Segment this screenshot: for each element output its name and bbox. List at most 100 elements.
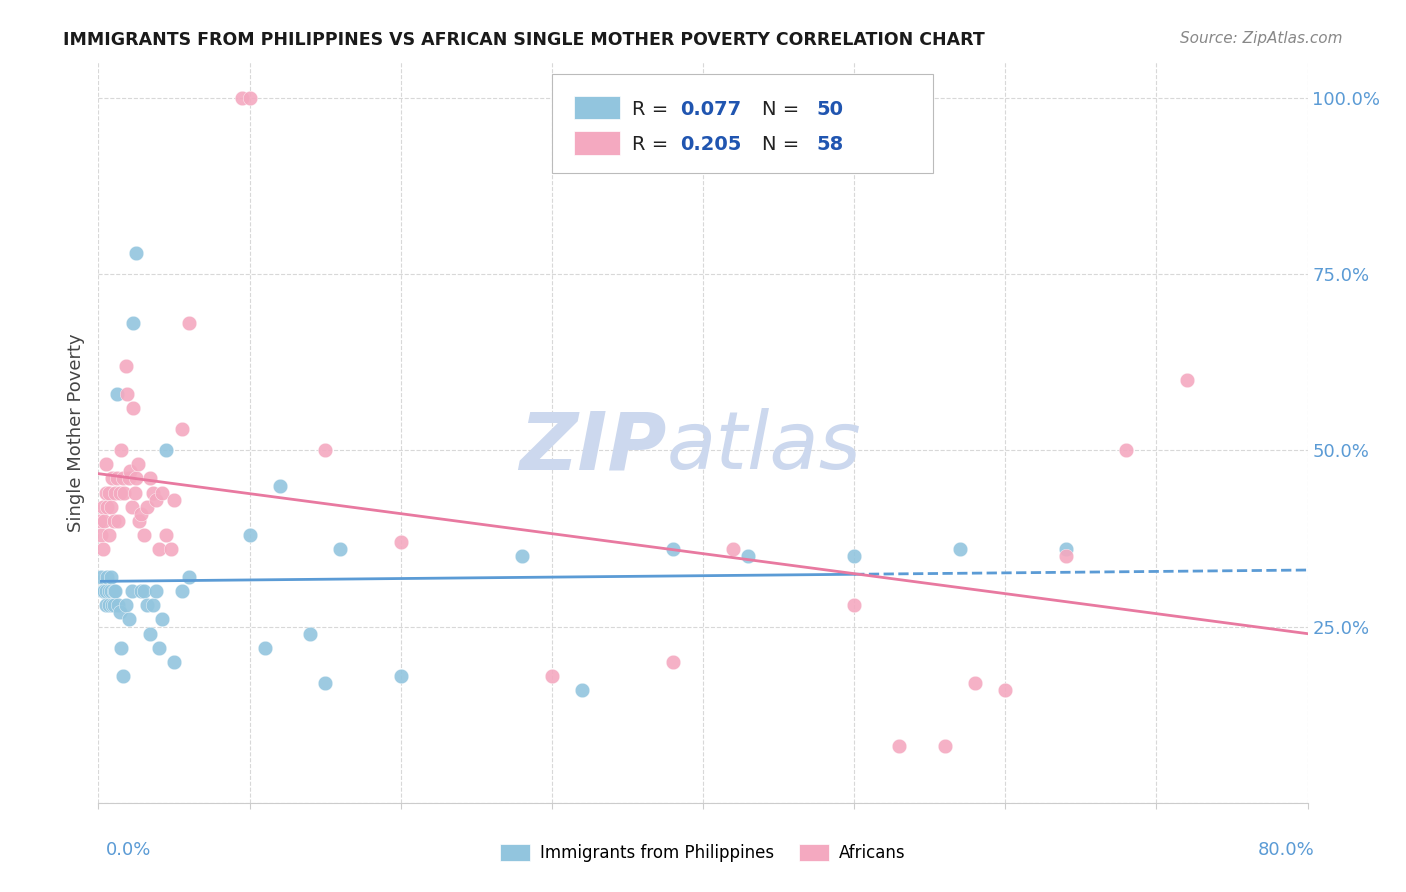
Point	[889, 739, 911, 754]
Text: 0.077: 0.077	[681, 100, 741, 119]
Point	[94, 458, 117, 472]
Point	[540, 669, 562, 683]
Point	[107, 599, 129, 613]
Point	[135, 500, 157, 514]
Point	[120, 464, 142, 478]
FancyBboxPatch shape	[574, 131, 620, 155]
Point	[89, 514, 111, 528]
Point	[100, 584, 122, 599]
Point	[145, 492, 167, 507]
Legend: Immigrants from Philippines, Africans: Immigrants from Philippines, Africans	[494, 837, 912, 869]
Point	[103, 584, 125, 599]
Text: N =: N =	[762, 100, 806, 119]
Point	[1175, 373, 1198, 387]
Point	[1054, 541, 1077, 556]
Point	[114, 599, 136, 613]
Point	[98, 584, 121, 599]
Point	[179, 316, 201, 330]
Point	[142, 485, 165, 500]
Point	[91, 584, 114, 599]
Point	[93, 514, 115, 528]
Point	[104, 584, 127, 599]
FancyBboxPatch shape	[574, 95, 620, 120]
Point	[121, 584, 143, 599]
Text: R =: R =	[631, 100, 673, 119]
Point	[90, 528, 112, 542]
Point	[160, 541, 183, 556]
Point	[114, 359, 136, 373]
Point	[148, 541, 170, 556]
Point	[148, 640, 170, 655]
Point	[100, 500, 122, 514]
Point	[844, 599, 866, 613]
Point	[103, 514, 125, 528]
Point	[103, 599, 125, 613]
Text: R =: R =	[631, 135, 673, 154]
Point	[91, 500, 114, 514]
Point	[115, 387, 138, 401]
Point	[142, 599, 165, 613]
Point	[108, 606, 131, 620]
Point	[1115, 443, 1137, 458]
Point	[96, 570, 118, 584]
Point	[128, 514, 150, 528]
Point	[150, 612, 173, 626]
Point	[105, 471, 128, 485]
Point	[661, 541, 683, 556]
Point	[96, 500, 118, 514]
Point	[121, 500, 143, 514]
Point	[389, 669, 412, 683]
Point	[91, 541, 114, 556]
Point	[125, 471, 148, 485]
Text: 0.205: 0.205	[681, 135, 741, 154]
Point	[239, 528, 262, 542]
Point	[122, 316, 145, 330]
Point	[239, 91, 262, 105]
Point	[155, 443, 177, 458]
Point	[94, 584, 117, 599]
Point	[110, 640, 132, 655]
Point	[253, 640, 276, 655]
Point	[135, 599, 157, 613]
Point	[949, 541, 972, 556]
Point	[150, 485, 173, 500]
Point	[107, 514, 129, 528]
Point	[122, 401, 145, 415]
Text: IMMIGRANTS FROM PHILIPPINES VS AFRICAN SINGLE MOTHER POVERTY CORRELATION CHART: IMMIGRANTS FROM PHILIPPINES VS AFRICAN S…	[63, 31, 986, 49]
Point	[112, 485, 135, 500]
Point	[1054, 549, 1077, 563]
Point	[314, 443, 336, 458]
Point	[170, 422, 193, 436]
Text: Source: ZipAtlas.com: Source: ZipAtlas.com	[1180, 31, 1343, 46]
Point	[111, 471, 134, 485]
Point	[163, 655, 186, 669]
Point	[132, 584, 155, 599]
FancyBboxPatch shape	[551, 73, 932, 173]
Point	[965, 676, 987, 690]
Point	[94, 485, 117, 500]
Point	[94, 599, 117, 613]
Point	[139, 471, 162, 485]
Point	[155, 528, 177, 542]
Point	[98, 485, 121, 500]
Point	[98, 528, 121, 542]
Point	[737, 549, 759, 563]
Point	[98, 599, 121, 613]
Point	[571, 683, 593, 698]
Point	[105, 387, 128, 401]
Point	[179, 570, 201, 584]
Point	[934, 739, 956, 754]
Text: N =: N =	[762, 135, 806, 154]
Point	[100, 570, 122, 584]
Point	[132, 528, 155, 542]
Point	[314, 676, 336, 690]
Point	[269, 478, 291, 492]
Point	[129, 507, 152, 521]
Point	[110, 443, 132, 458]
Point	[108, 485, 131, 500]
Point	[127, 458, 149, 472]
Text: 58: 58	[817, 135, 844, 154]
Point	[510, 549, 533, 563]
Point	[145, 584, 167, 599]
Point	[118, 471, 141, 485]
